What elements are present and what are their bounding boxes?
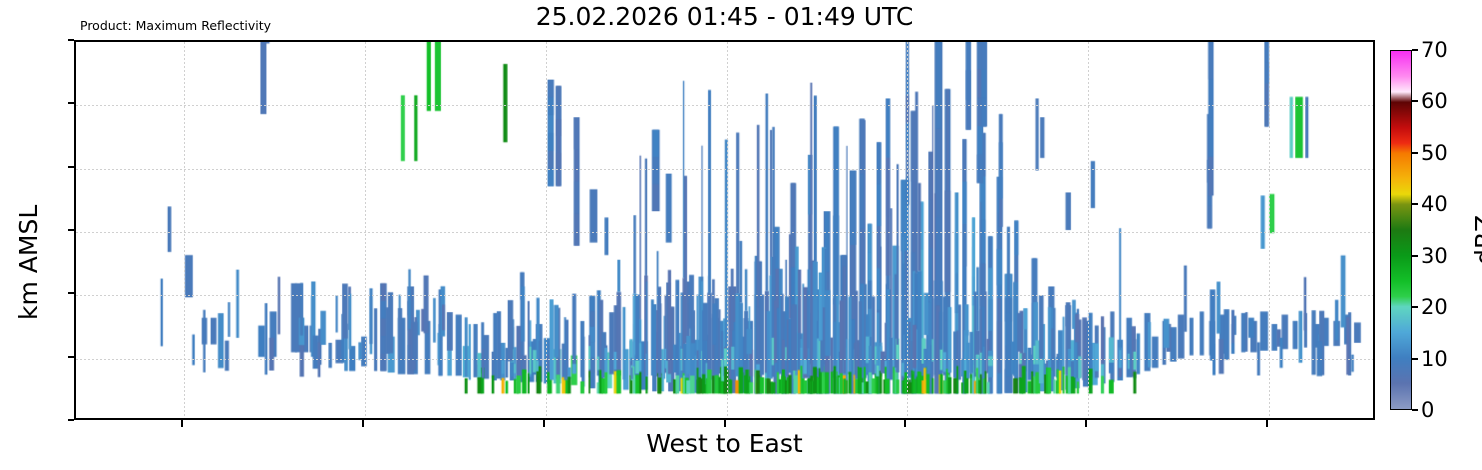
gridline-vertical <box>365 42 367 418</box>
colorbar-gradient <box>1391 51 1411 409</box>
gridline-horizontal <box>76 168 1373 170</box>
product-label: Product: Maximum Reflectivity <box>80 18 272 33</box>
plot-area <box>74 40 1375 420</box>
x-axis-tick-mark <box>1084 420 1087 427</box>
gridline-horizontal <box>76 295 1373 297</box>
colorbar-tick-label: 50 <box>1421 140 1448 165</box>
colorbar-tick-mark <box>1412 203 1418 206</box>
x-axis-tick-mark <box>542 420 545 427</box>
x-axis-tick-mark <box>1265 420 1268 427</box>
colorbar-tick-mark <box>1412 409 1418 411</box>
y-axis-tick-mark <box>68 419 74 421</box>
x-axis-tick-mark <box>723 420 726 427</box>
y-axis-tick-mark <box>68 355 74 358</box>
x-axis-label: West to East <box>646 429 803 458</box>
x-axis-tick-mark <box>904 420 907 427</box>
gridline-horizontal <box>76 232 1373 233</box>
y-axis-tick-mark <box>68 229 74 231</box>
colorbar-tick-mark <box>1412 100 1418 103</box>
y-axis-label: km AMSL <box>14 204 43 320</box>
colorbar-tick-label: 60 <box>1421 89 1448 114</box>
y-axis-tick-mark <box>68 165 74 168</box>
x-axis-tick-mark <box>362 420 365 427</box>
x-axis-tick-mark <box>181 420 184 427</box>
colorbar-tick-label: 40 <box>1421 192 1448 217</box>
colorbar-tick-label: 70 <box>1421 38 1448 62</box>
gridline-vertical <box>907 42 909 418</box>
colorbar-tick-label: 30 <box>1421 243 1448 268</box>
y-axis-tick-mark <box>68 102 74 105</box>
colorbar <box>1390 50 1412 410</box>
colorbar-tick-mark <box>1412 254 1418 257</box>
y-axis-tick-mark <box>68 292 74 295</box>
gridline-vertical <box>1087 42 1089 418</box>
gridline-vertical <box>545 42 547 418</box>
gridline-vertical <box>726 42 728 418</box>
colorbar-label: dBZ <box>1470 214 1482 265</box>
colorbar-tick-label: 10 <box>1421 346 1448 371</box>
radar-echo-canvas <box>76 42 1373 418</box>
page-title: 25.02.2026 01:45 - 01:49 UTC <box>535 2 914 31</box>
gridline-vertical <box>184 42 186 418</box>
colorbar-tick-mark <box>1412 151 1418 154</box>
gridline-vertical <box>1268 42 1270 418</box>
colorbar-tick-mark <box>1412 306 1418 309</box>
colorbar-tick-mark <box>1412 49 1418 51</box>
colorbar-tick-mark <box>1412 357 1418 360</box>
gridline-horizontal <box>76 358 1373 360</box>
colorbar-tick-label: 0 <box>1421 398 1435 422</box>
gridline-horizontal <box>76 105 1373 107</box>
colorbar-tick-label: 20 <box>1421 295 1448 320</box>
y-axis-tick-mark <box>68 39 74 41</box>
